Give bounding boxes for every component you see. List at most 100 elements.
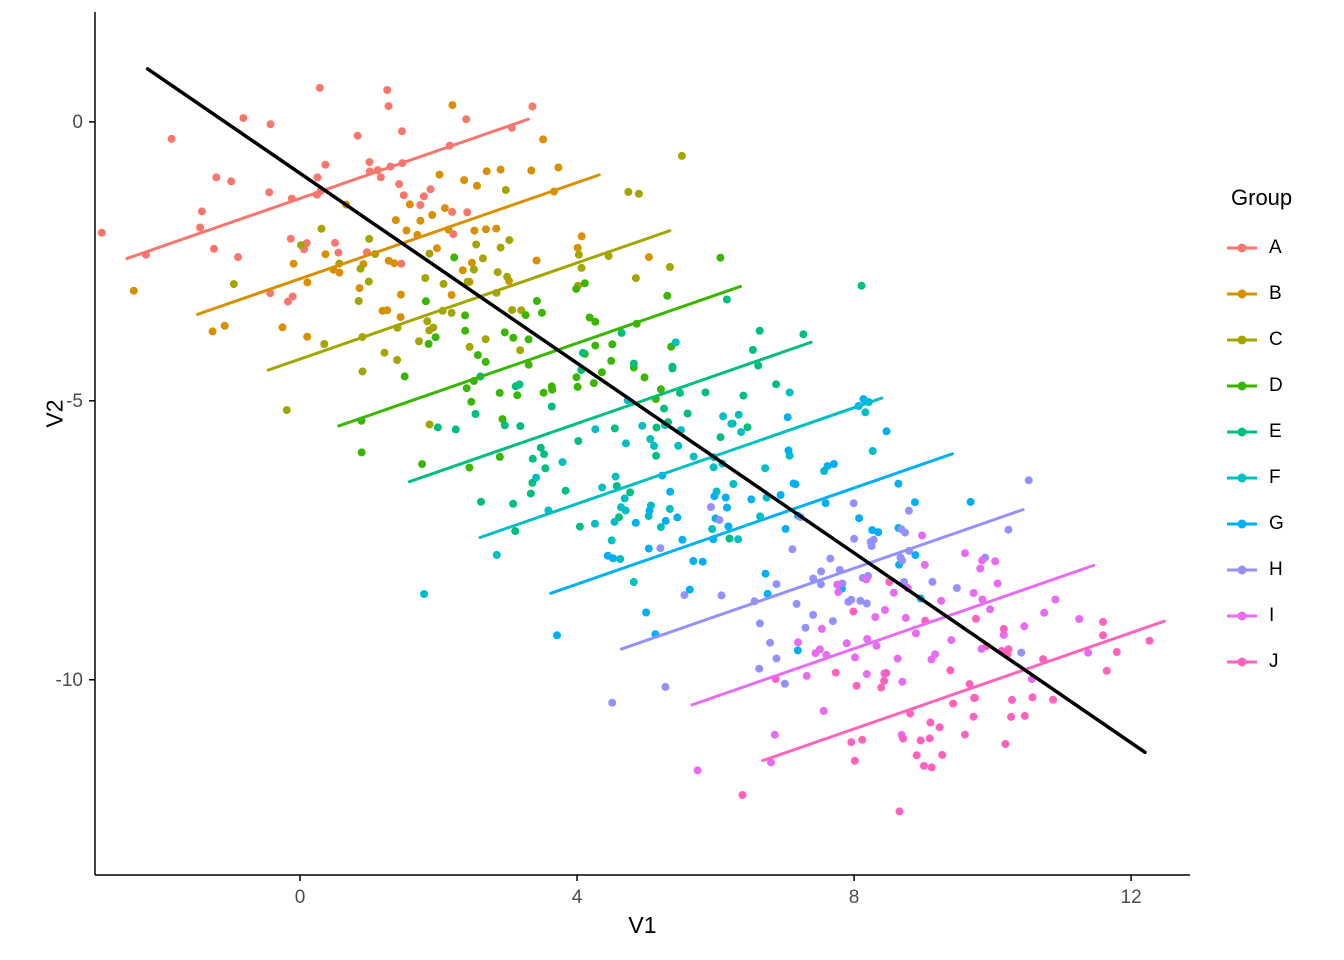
data-point-group-A <box>462 115 471 124</box>
data-point-group-C <box>364 277 373 286</box>
data-point-group-E <box>575 522 584 531</box>
legend-key-point <box>1237 427 1247 437</box>
data-point-group-J <box>925 734 934 743</box>
data-point-group-C <box>631 274 640 283</box>
data-point-group-J <box>999 624 1008 633</box>
data-point-group-A <box>212 173 221 182</box>
group-regression-line-C <box>266 229 672 372</box>
data-point-group-G <box>698 557 707 566</box>
data-point-group-B <box>458 266 467 275</box>
data-point-group-E <box>536 443 545 452</box>
data-point-group-A <box>239 114 248 123</box>
data-point-group-A <box>313 173 322 182</box>
data-point-group-J <box>969 712 978 721</box>
data-point-group-C <box>505 236 514 245</box>
data-point-group-F <box>868 447 877 455</box>
data-point-group-F <box>558 458 567 467</box>
data-point-group-D <box>467 397 476 406</box>
data-point-group-H <box>755 664 764 673</box>
data-point-group-D <box>462 384 471 393</box>
data-point-group-B <box>573 243 582 252</box>
data-point-group-C <box>229 280 238 289</box>
data-point-group-G <box>823 462 832 471</box>
data-point-group-H <box>661 682 670 691</box>
data-point-group-C <box>472 240 481 249</box>
data-point-group-D <box>524 360 533 369</box>
data-point-group-C <box>574 250 583 259</box>
data-point-group-I <box>893 654 902 663</box>
data-point-group-J <box>946 666 955 675</box>
data-point-group-D <box>500 328 509 337</box>
data-point-group-C <box>508 306 517 314</box>
data-point-group-C <box>465 342 474 351</box>
legend-key-G <box>1227 519 1257 529</box>
scatter-points-layer <box>97 83 1154 816</box>
data-point-group-G <box>661 516 670 525</box>
data-point-group-F <box>610 517 619 526</box>
data-point-group-B <box>467 258 476 267</box>
data-point-group-I <box>871 613 880 622</box>
data-point-group-B <box>539 135 548 144</box>
data-point-group-B <box>396 313 405 322</box>
data-point-group-H <box>850 534 859 543</box>
data-point-group-D <box>465 463 474 472</box>
legend-item-F: F <box>1225 455 1292 501</box>
data-point-group-D <box>591 317 600 326</box>
group-regression-line-I <box>690 563 1096 707</box>
data-point-group-I <box>993 579 1002 588</box>
data-point-group-B <box>208 327 217 336</box>
data-point-group-H <box>896 553 905 562</box>
data-point-group-D <box>421 297 430 306</box>
data-point-group-B <box>321 250 330 259</box>
data-point-group-D <box>656 385 665 394</box>
data-point-group-H <box>817 567 826 576</box>
data-point-group-C <box>297 241 305 250</box>
data-point-group-F <box>420 590 429 598</box>
data-point-group-I <box>1051 595 1060 604</box>
data-point-group-H <box>826 554 835 563</box>
data-point-group-C <box>415 337 423 346</box>
data-point-group-B <box>335 268 344 277</box>
data-point-group-G <box>859 395 868 404</box>
x-tick-label: 8 <box>849 887 860 908</box>
data-point-group-B <box>129 286 138 295</box>
data-point-group-H <box>766 638 775 647</box>
data-point-group-E <box>701 388 710 397</box>
legend-label-A: A <box>1269 237 1282 258</box>
data-point-group-I <box>969 589 978 597</box>
data-point-group-J <box>1102 666 1111 675</box>
data-point-group-A <box>331 238 339 247</box>
data-point-group-A <box>234 253 242 262</box>
data-point-group-A <box>196 223 205 232</box>
data-point-group-D <box>495 452 504 461</box>
data-point-group-C <box>425 326 434 335</box>
data-point-group-B <box>396 290 405 299</box>
data-point-group-G <box>761 569 770 578</box>
data-point-group-B <box>532 256 541 265</box>
legend-key-point <box>1237 565 1247 575</box>
data-point-group-A <box>395 180 404 189</box>
data-point-group-G <box>666 487 675 496</box>
data-point-group-F <box>727 419 736 428</box>
data-point-group-J <box>920 761 928 770</box>
group-regression-line-F <box>478 396 884 539</box>
data-point-group-I <box>767 758 775 767</box>
x-tick-label: 12 <box>1121 887 1142 908</box>
data-point-group-J <box>1112 648 1121 656</box>
legend-key-A <box>1227 243 1257 253</box>
data-point-group-H <box>866 537 875 546</box>
legend-label-D: D <box>1269 375 1283 396</box>
data-point-group-I <box>947 636 956 645</box>
data-point-group-F <box>638 421 647 430</box>
data-point-group-G <box>784 446 793 455</box>
data-point-group-E <box>629 359 638 368</box>
data-point-group-F <box>709 463 718 472</box>
data-point-group-J <box>1004 645 1013 654</box>
data-point-group-H <box>828 617 837 626</box>
data-point-group-E <box>540 450 549 459</box>
data-point-group-A <box>426 185 435 194</box>
data-point-group-F <box>629 578 638 586</box>
data-point-group-E <box>743 423 752 432</box>
y-tick-label: -10 <box>56 670 83 691</box>
data-point-group-A <box>353 131 362 140</box>
